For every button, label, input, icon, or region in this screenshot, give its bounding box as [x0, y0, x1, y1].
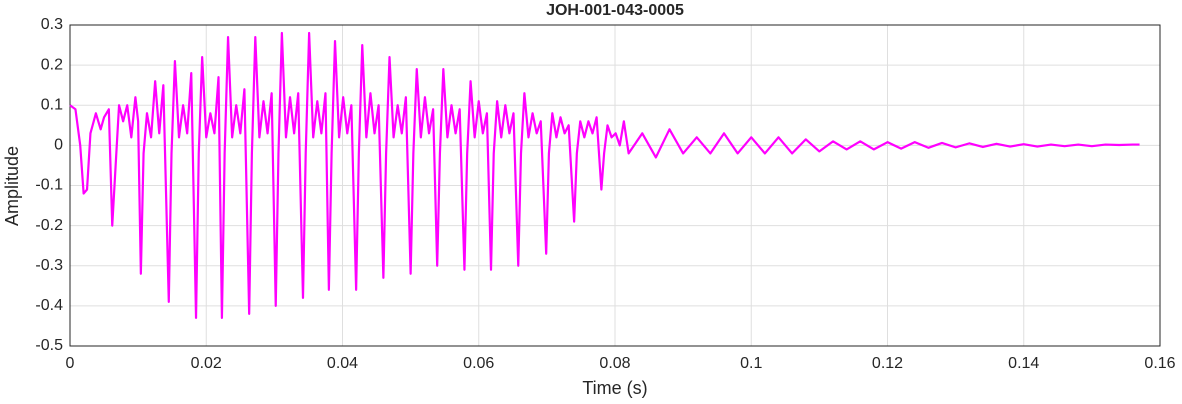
- y-tick-label: -0.5: [35, 337, 63, 354]
- chart-title: JOH-001-043-0005: [546, 2, 684, 19]
- y-tick-label: 0.3: [41, 16, 63, 33]
- plot-frame: [69, 24, 1161, 347]
- y-tick-label: -0.4: [35, 297, 63, 314]
- y-tick-label: 0.1: [41, 96, 63, 113]
- y-tick-label: -0.3: [35, 257, 63, 274]
- x-tick-label: 0: [66, 355, 75, 372]
- y-tick-label: -0.1: [35, 177, 63, 194]
- x-axis-label: Time (s): [582, 378, 647, 398]
- x-tick-label: 0.16: [1144, 355, 1175, 372]
- x-tick-label: 0.08: [599, 355, 630, 372]
- x-tick-label: 0.12: [872, 355, 903, 372]
- y-tick-label: 0.2: [41, 56, 63, 73]
- y-axis-label: Amplitude: [2, 146, 22, 226]
- x-tick-label: 0.14: [1008, 355, 1039, 372]
- y-tick-label: -0.2: [35, 217, 63, 234]
- y-tick-label: 0: [54, 137, 63, 154]
- x-tick-label: 0.1: [740, 355, 762, 372]
- signal-line: [69, 31, 1140, 320]
- x-tick-label: 0.02: [191, 355, 222, 372]
- x-tick-label: 0.06: [463, 355, 494, 372]
- x-tick-label: 0.04: [327, 355, 358, 372]
